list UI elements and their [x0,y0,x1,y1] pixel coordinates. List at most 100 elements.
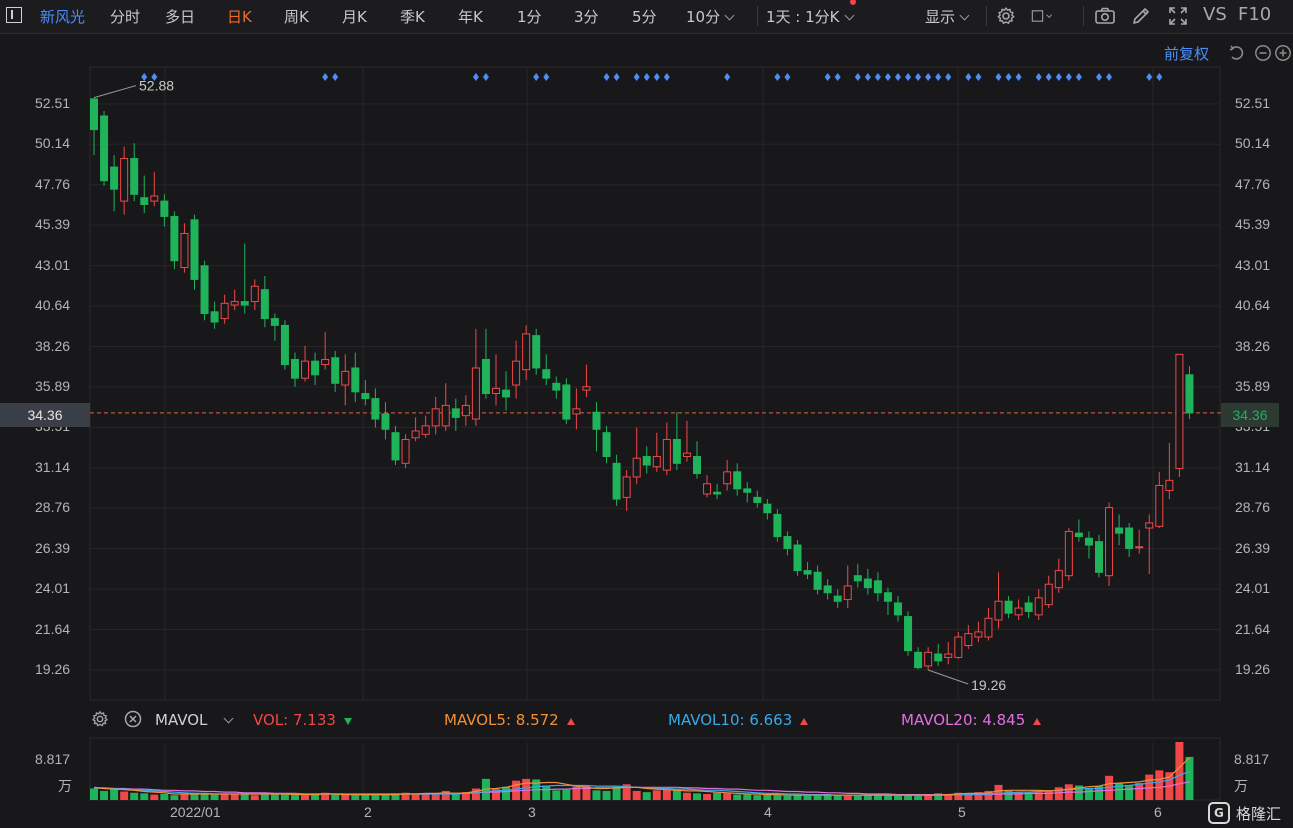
volume-bar-up [662,789,671,800]
sidebar-toggle-icon[interactable] [6,7,22,23]
tab-daily-k[interactable]: 日K [227,8,252,26]
volume-bar-down [773,795,782,800]
tab-1min[interactable]: 1分 [517,8,542,26]
volume-bar-down [612,786,621,800]
indicator-select[interactable]: MAVOL [155,711,234,729]
volume-bar-down [280,794,289,800]
pencil-icon[interactable] [1130,5,1152,27]
event-marker-icon [965,73,972,81]
volume-bar-up [1175,742,1184,800]
price-tick-label: 24.01 [35,580,71,597]
volume-bar-up [522,778,531,800]
volume-bar-up [682,792,691,800]
tab-multi-day[interactable]: 多日 [165,8,196,26]
volume-bar-down [451,793,460,800]
tab-5min[interactable]: 5分 [632,8,657,26]
f10-button[interactable]: F10 [1238,4,1272,25]
volume-bar-down [260,792,269,800]
volume-bar-up [1135,783,1144,800]
camera-icon[interactable] [1094,5,1116,27]
volume-bar-down [1125,784,1134,800]
candle-down [823,585,832,594]
x-axis-label: 5 [958,804,966,820]
volume-bar-up [974,792,983,800]
brand-logo-icon: G [1207,802,1230,824]
tab-3min[interactable]: 3分 [574,8,599,26]
volume-bar-up [944,793,953,800]
candle-down [361,393,370,400]
event-marker-icon [1035,73,1042,81]
candle-down [853,575,862,582]
volume-bar-down [853,795,862,800]
volume-bar-down [743,794,752,800]
candle-down [562,384,571,420]
volume-bar-up [461,792,470,800]
multi-period-select[interactable]: 1天 : 1分K [766,6,854,27]
candle-up [512,360,521,386]
candle-down [803,570,812,575]
volume-bar-down [813,795,822,800]
candle-up [622,476,631,498]
tab-quarterly-k[interactable]: 季K [400,8,425,26]
event-marker-icon [864,73,871,81]
candle-down [592,411,601,430]
close-icon[interactable] [122,708,144,730]
toolbar-divider [986,6,987,26]
volume-bar-down [140,793,149,800]
undo-icon[interactable] [1228,44,1246,62]
price-tick-label: 21.64 [35,620,71,637]
candle-down [873,580,882,594]
display-select[interactable]: 显示 [925,6,970,27]
volume-bar-up [1155,770,1164,800]
mavol20-value: MAVOL20: 4.845 [901,711,1042,729]
candle-down [190,219,199,280]
volume-axis-right-top: 8.817 [1234,751,1270,767]
volume-bar-down [110,789,119,800]
candle-down [783,536,792,549]
zoom-out-icon[interactable] [1254,44,1272,62]
tab-yearly-k[interactable]: 年K [458,8,483,26]
candle-down [934,653,943,662]
price-tick-label: 50.14 [35,135,71,152]
compare-vs-button[interactable]: VS [1203,4,1227,25]
tab-fenshi[interactable]: 分时 [110,8,141,26]
volume-bar-down [190,792,199,800]
adjust-mode-label[interactable]: 前复权 [1163,45,1209,63]
candle-down [451,408,460,418]
stock-name[interactable]: 新风光 [40,8,86,26]
tab-weekly-k[interactable]: 周K [284,8,309,26]
zoom-in-icon[interactable] [1274,44,1292,62]
chart-grid [89,66,1221,801]
gear-icon[interactable] [89,708,111,730]
down-arrow-icon [343,718,352,725]
event-marker-icon [945,73,952,81]
chevron-down-icon [959,10,970,21]
volume-bar-down [1024,792,1033,800]
gear-icon[interactable] [995,5,1017,27]
volume-bar-down [1115,783,1124,800]
event-marker-icon [1075,73,1082,81]
tab-10min[interactable]: 10分 [686,6,735,27]
candle-up [120,158,129,202]
fullscreen-icon[interactable] [1167,5,1189,27]
candle-down [481,358,490,395]
candle-down [753,496,762,503]
layout-select[interactable] [1031,5,1053,27]
candle-down [502,389,511,398]
candle-up [1105,507,1114,577]
candle-up [723,471,732,485]
candle-up [461,404,470,417]
price-tick-label: 31.14 [1235,458,1271,475]
tab-monthly-k[interactable]: 月K [342,8,367,26]
volume-bar-up [1044,790,1053,800]
volume-bar-down [371,795,380,800]
brand-watermark: G 格隆汇 [1207,802,1281,824]
event-marker-icon [925,73,932,81]
price-tick-label: 40.64 [35,296,71,313]
candle-down [1074,532,1083,538]
price-tick-label: 38.26 [35,337,71,354]
volume-bar-up [622,784,631,800]
indicator-name: MAVOL [155,711,208,729]
volume-bar-down [90,788,98,800]
mavol10-value: MAVOL10: 6.663 [668,711,809,729]
